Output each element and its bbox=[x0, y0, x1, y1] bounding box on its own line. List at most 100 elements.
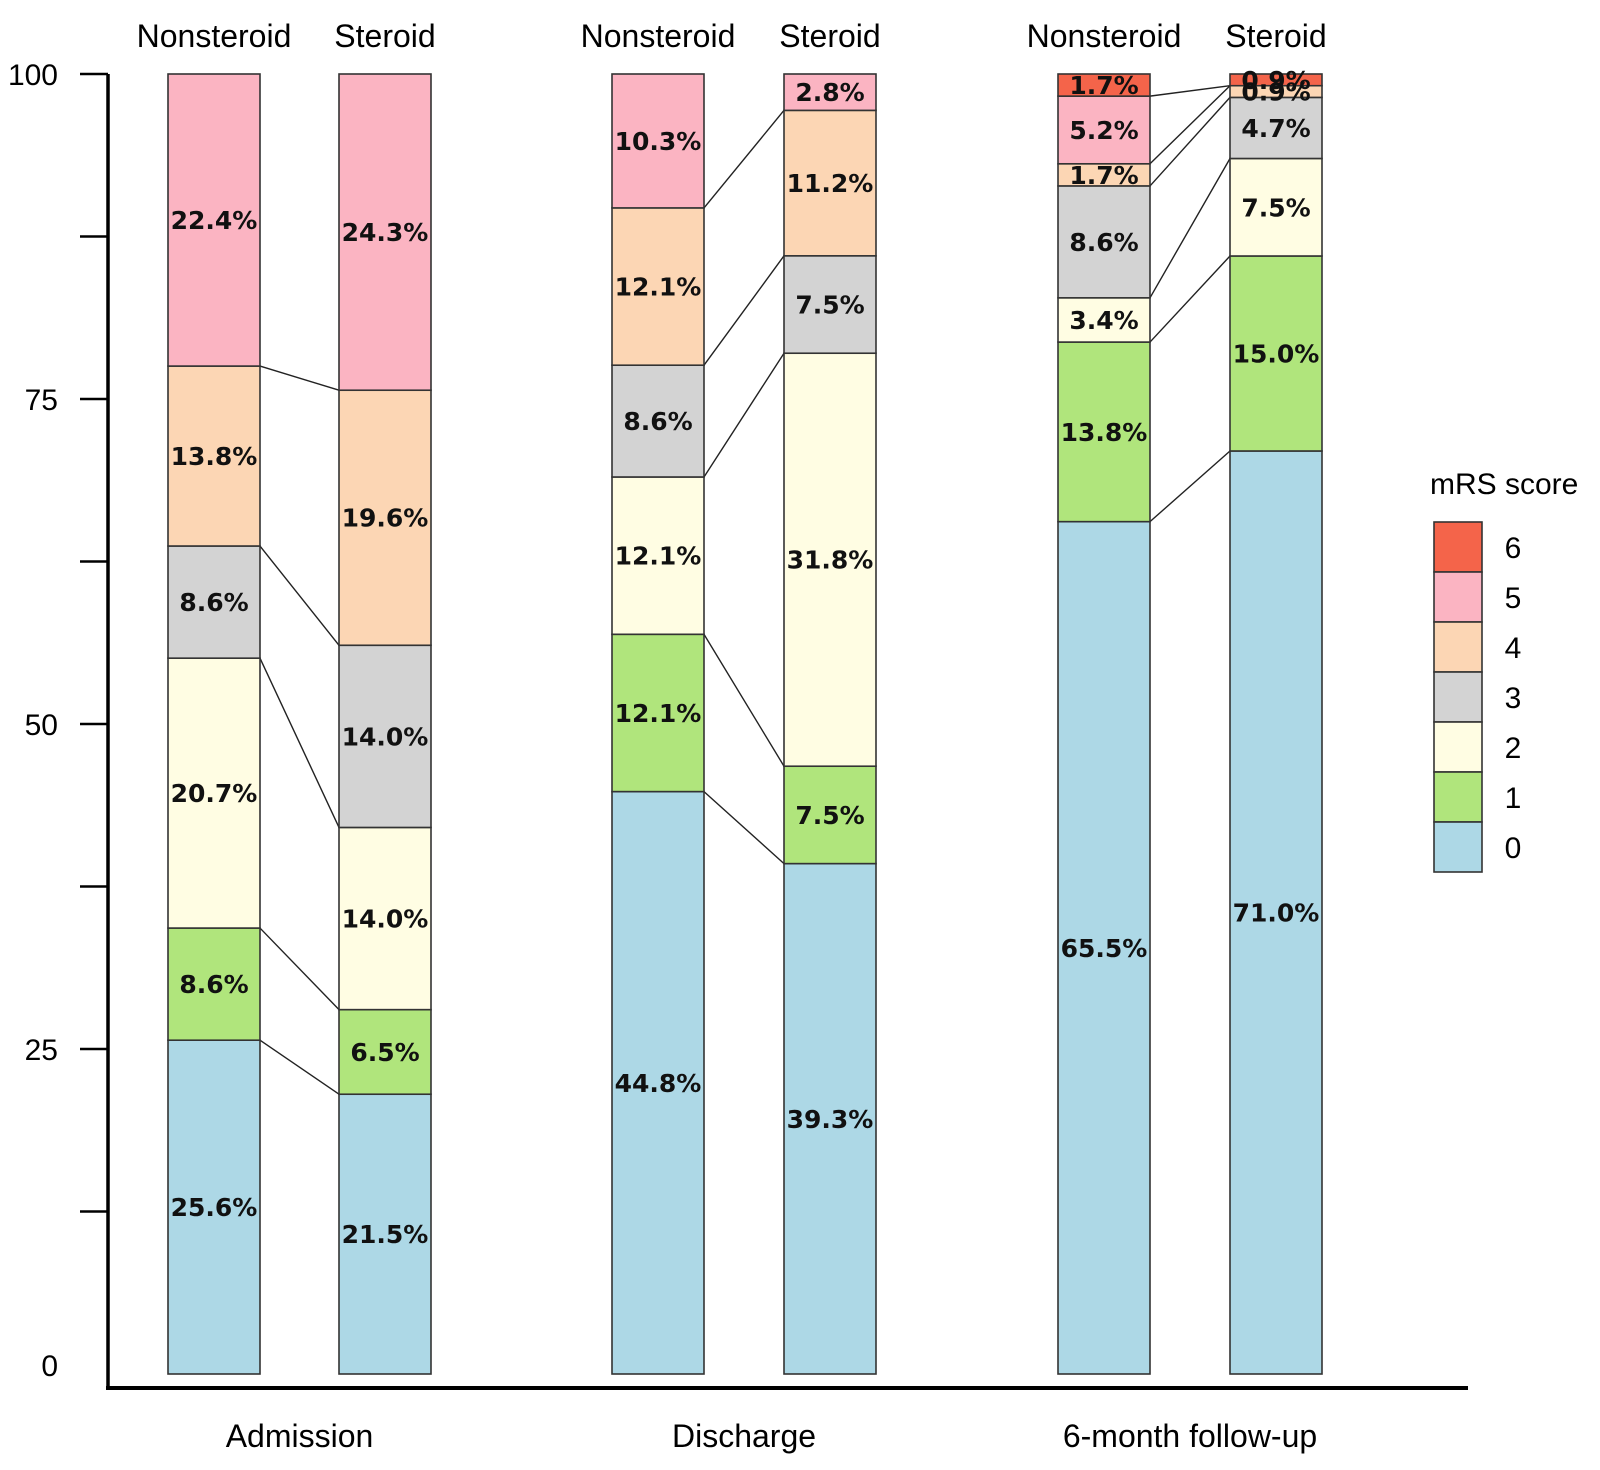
connector-line bbox=[703, 633, 785, 767]
connector-line bbox=[703, 352, 785, 478]
segment-label: 3.4% bbox=[1069, 306, 1138, 335]
segment-label: 7.5% bbox=[1241, 193, 1310, 222]
bar-label-nonsteroid: Nonsteroid bbox=[137, 18, 292, 54]
bar-segment-discharge-steroid-mrs-5 bbox=[783, 73, 877, 112]
bar-segment-admission-nonsteroid-mrs-3 bbox=[167, 545, 261, 659]
connector-line bbox=[1149, 85, 1231, 165]
y-tick-label: 25 bbox=[25, 1034, 58, 1067]
bar-label-steroid: Steroid bbox=[1225, 18, 1326, 54]
connector-line bbox=[1149, 450, 1231, 523]
legend: mRS score 6 5 4 3 2 1 0 bbox=[1430, 468, 1578, 873]
segment-label: 8.6% bbox=[179, 588, 248, 617]
bar-segment-admission-nonsteroid-mrs-5 bbox=[167, 73, 261, 367]
segment-label: 0.9% bbox=[1241, 66, 1310, 95]
legend-label-mrs-1: 1 bbox=[1505, 782, 1522, 815]
bar-segment-6-month-follow-up-steroid-mrs-2 bbox=[1229, 157, 1323, 257]
segment-label: 25.6% bbox=[171, 1193, 258, 1222]
bar-segment-6-month-follow-up-steroid-mrs-0 bbox=[1229, 450, 1323, 1375]
connector-line bbox=[1149, 158, 1231, 299]
bar-segment-6-month-follow-up-nonsteroid-mrs-3 bbox=[1057, 185, 1151, 299]
bar-segment-6-month-follow-up-nonsteroid-mrs-6 bbox=[1057, 73, 1151, 97]
bar-segment-admission-steroid-mrs-1 bbox=[338, 1008, 432, 1096]
segment-label: 1.7% bbox=[1069, 71, 1138, 100]
segment-label: 22.4% bbox=[171, 206, 258, 235]
legend-title: mRS score bbox=[1430, 468, 1578, 501]
segment-label: 2.8% bbox=[795, 78, 864, 107]
segment-label: 6.5% bbox=[350, 1038, 419, 1067]
bar-segment-discharge-nonsteroid-mrs-1 bbox=[611, 633, 705, 793]
bar-segment-discharge-nonsteroid-mrs-0 bbox=[611, 790, 705, 1375]
bar-segment-admission-nonsteroid-mrs-1 bbox=[167, 927, 261, 1041]
segment-label: 20.7% bbox=[171, 779, 258, 808]
legend-swatch-mrs-2 bbox=[1433, 721, 1483, 773]
bar-segment-admission-nonsteroid-mrs-2 bbox=[167, 657, 261, 929]
connector-lines bbox=[259, 85, 1231, 1095]
segment-label: 0.9% bbox=[1241, 78, 1310, 107]
segment-label: 7.5% bbox=[795, 291, 864, 320]
y-tick-label: 50 bbox=[25, 709, 58, 742]
bar-segment-admission-steroid-mrs-2 bbox=[338, 826, 432, 1011]
bar-segment-admission-steroid-mrs-0 bbox=[338, 1093, 432, 1375]
segment-label: 71.0% bbox=[1233, 899, 1320, 928]
y-tick-label: 0 bbox=[41, 1350, 58, 1383]
connector-line bbox=[259, 1039, 340, 1095]
bar-segment-discharge-nonsteroid-mrs-5 bbox=[611, 73, 705, 209]
bar-segment-discharge-nonsteroid-mrs-4 bbox=[611, 207, 705, 366]
segment-label: 14.0% bbox=[342, 722, 429, 751]
bar-segment-admission-nonsteroid-mrs-0 bbox=[167, 1039, 261, 1375]
bar-segment-6-month-follow-up-nonsteroid-mrs-1 bbox=[1057, 341, 1151, 523]
connector-line bbox=[259, 365, 340, 391]
bar-segment-admission-steroid-mrs-3 bbox=[338, 644, 432, 829]
segment-label: 13.8% bbox=[171, 442, 258, 471]
y-axis: 0 25 50 75 100 bbox=[8, 59, 1468, 1390]
bar-segment-admission-steroid-mrs-5 bbox=[338, 73, 432, 392]
segment-label: 1.7% bbox=[1069, 161, 1138, 190]
legend-swatch-mrs-6 bbox=[1433, 521, 1483, 573]
connector-line bbox=[259, 927, 340, 1011]
connector-line bbox=[703, 255, 785, 366]
bars-layer bbox=[167, 73, 1323, 1375]
legend-swatch-mrs-1 bbox=[1433, 771, 1483, 823]
segment-label: 13.8% bbox=[1061, 418, 1148, 447]
segment-label: 7.5% bbox=[795, 801, 864, 830]
segment-label: 8.6% bbox=[1069, 228, 1138, 257]
legend-swatch-mrs-3 bbox=[1433, 671, 1483, 723]
bar-segment-6-month-follow-up-steroid-mrs-6 bbox=[1229, 73, 1323, 87]
connector-line bbox=[1149, 96, 1231, 187]
segment-label: 44.8% bbox=[615, 1069, 702, 1098]
segment-label: 19.6% bbox=[342, 504, 429, 533]
legend-swatch-mrs-4 bbox=[1433, 621, 1483, 673]
bar-segment-6-month-follow-up-nonsteroid-mrs-5 bbox=[1057, 95, 1151, 165]
group-label-admission: Admission bbox=[226, 1418, 374, 1454]
group-label-6-month-follow-up: 6-month follow-up bbox=[1063, 1418, 1317, 1454]
legend-swatch-mrs-5 bbox=[1433, 571, 1483, 623]
bar-segment-discharge-steroid-mrs-4 bbox=[783, 109, 877, 257]
labels-layer: 25.6% 8.6% 20.7% 8.6% 13.8% 22.4% Nonsteroid 21… bbox=[137, 18, 1327, 1454]
bar-segment-discharge-nonsteroid-mrs-2 bbox=[611, 476, 705, 636]
segment-label: 12.1% bbox=[615, 542, 702, 571]
segment-label: 39.3% bbox=[787, 1105, 874, 1134]
group-label-discharge: Discharge bbox=[672, 1418, 816, 1454]
bar-segment-6-month-follow-up-steroid-mrs-1 bbox=[1229, 255, 1323, 452]
bar-label-nonsteroid: Nonsteroid bbox=[1027, 18, 1182, 54]
segment-label: 12.1% bbox=[615, 699, 702, 728]
legend-label-mrs-6: 6 bbox=[1505, 532, 1522, 565]
y-tick-label: 100 bbox=[8, 59, 58, 92]
segment-label: 24.3% bbox=[342, 218, 429, 247]
segment-label: 8.6% bbox=[179, 970, 248, 999]
connector-line bbox=[1149, 255, 1231, 343]
legend-label-mrs-0: 0 bbox=[1505, 832, 1522, 865]
legend-label-mrs-4: 4 bbox=[1505, 632, 1522, 665]
y-tick-label: 75 bbox=[25, 384, 58, 417]
bar-segment-admission-steroid-mrs-4 bbox=[338, 389, 432, 647]
legend-swatch-mrs-0 bbox=[1433, 821, 1483, 873]
segment-label: 11.2% bbox=[787, 169, 874, 198]
bar-segment-discharge-nonsteroid-mrs-3 bbox=[611, 364, 705, 478]
connector-line bbox=[259, 657, 340, 828]
segment-label: 8.6% bbox=[623, 407, 692, 436]
bar-label-nonsteroid: Nonsteroid bbox=[581, 18, 736, 54]
bar-label-steroid: Steroid bbox=[334, 18, 435, 54]
segment-label: 12.1% bbox=[615, 273, 702, 302]
legend-label-mrs-5: 5 bbox=[1505, 582, 1522, 615]
